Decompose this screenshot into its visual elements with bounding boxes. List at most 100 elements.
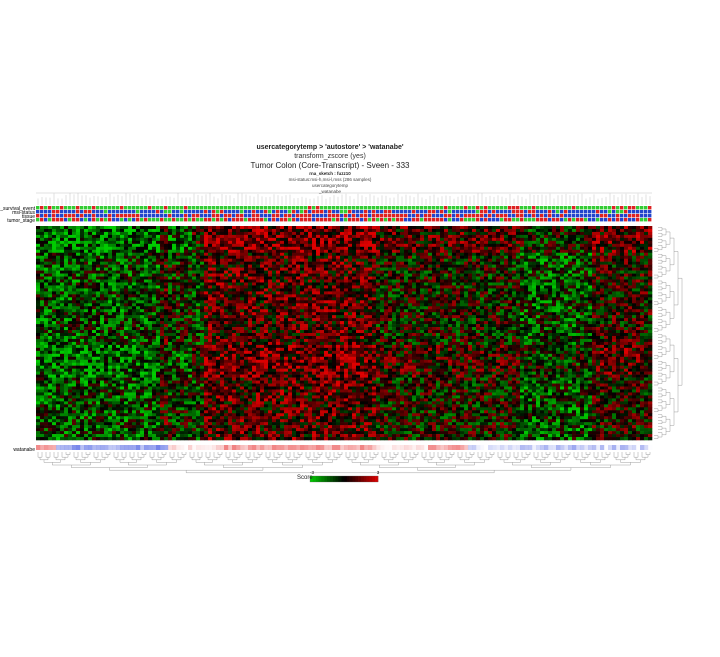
heatmap-cell [260, 276, 265, 280]
heatmap-cell [408, 276, 413, 280]
heatmap-cell [616, 303, 621, 307]
heatmap-cell [340, 231, 345, 236]
heatmap-cell [576, 300, 581, 304]
heatmap-cell [560, 300, 565, 304]
heatmap-cell [612, 237, 617, 242]
heatmap-cell [144, 252, 149, 257]
heatmap-cell [280, 243, 285, 248]
heatmap-cell [124, 297, 129, 301]
heatmap-cell [456, 300, 461, 304]
heatmap-cell [52, 294, 57, 298]
heatmap-cell [612, 282, 617, 286]
heatmap-cell [52, 303, 57, 307]
heatmap-cell [152, 249, 157, 254]
track-cell [612, 210, 616, 214]
heatmap-cell [136, 300, 141, 304]
heatmap-cell [636, 234, 641, 239]
heatmap-cell [452, 249, 457, 254]
heatmap-cell [324, 276, 329, 280]
heatmap-cell [520, 226, 525, 230]
heatmap-cell [388, 249, 393, 254]
heatmap-cell [172, 303, 177, 307]
heatmap-cell [352, 288, 357, 292]
heatmap-cell [176, 264, 181, 268]
track-cell [540, 206, 544, 210]
heatmap-cell [492, 270, 497, 274]
track-cell [144, 206, 148, 210]
heatmap-cell [248, 285, 253, 289]
heatmap-cell [80, 237, 85, 242]
heatmap-cell [244, 252, 249, 257]
heatmap-cell [624, 297, 629, 301]
heatmap-cell [628, 297, 633, 301]
heatmap-cell [504, 252, 509, 257]
heatmap-cell [268, 246, 273, 251]
heatmap-cell [544, 243, 549, 248]
heatmap-cell [484, 270, 489, 274]
heatmap-cell [264, 249, 269, 254]
heatmap-cell [600, 288, 605, 292]
title-block: usercategorytemp > 'autostore' > 'watana… [120, 143, 540, 195]
heatmap-cell [560, 294, 565, 298]
heatmap-cell [200, 270, 205, 274]
heatmap-cell [516, 267, 521, 271]
heatmap-cell [312, 240, 317, 245]
heatmap-cell [132, 264, 137, 268]
track-cell [476, 206, 480, 210]
heatmap-cell [320, 291, 325, 295]
track-cell [68, 214, 72, 218]
heatmap-cell [224, 249, 229, 254]
track-cell [624, 210, 628, 214]
heatmap-cell [284, 240, 289, 245]
track-cell [80, 210, 84, 214]
heatmap-cell [348, 291, 353, 295]
heatmap-cell [160, 297, 165, 301]
heatmap-cell [396, 282, 401, 286]
heatmap-cell [392, 300, 397, 304]
heatmap-cell [396, 297, 401, 301]
heatmap-cell [172, 226, 177, 230]
heatmap-cell [256, 249, 261, 254]
heatmap-cell [608, 258, 613, 262]
heatmap-cell [452, 294, 457, 298]
track-cell [320, 206, 324, 210]
heatmap-cell [580, 282, 585, 286]
heatmap-cell [376, 279, 381, 283]
heatmap-cell [164, 306, 169, 310]
heatmap-cell [432, 255, 437, 259]
heatmap-cell [100, 231, 105, 236]
heatmap-cell [552, 226, 557, 230]
heatmap-cell [560, 226, 565, 230]
heatmap-cell [152, 291, 157, 295]
heatmap-cell [640, 252, 645, 257]
heatmap-cell [292, 273, 297, 277]
heatmap-cell [504, 258, 509, 262]
heatmap-cell [144, 228, 149, 233]
heatmap-cell [628, 246, 633, 251]
heatmap-cell [224, 246, 229, 251]
heatmap-cell [104, 231, 109, 236]
heatmap-cell [300, 234, 305, 239]
heatmap-cell [624, 255, 629, 259]
heatmap-cell [628, 249, 633, 254]
heatmap-cell [228, 303, 233, 307]
heatmap-cell [580, 291, 585, 295]
heatmap-cell [152, 282, 157, 286]
heatmap-cell [548, 246, 553, 251]
heatmap-cell [104, 285, 109, 289]
heatmap-cell [580, 252, 585, 257]
heatmap-cell [560, 282, 565, 286]
heatmap-cell [216, 226, 221, 230]
heatmap-cell [236, 231, 241, 236]
heatmap-cell [160, 303, 165, 307]
track-cell [484, 210, 488, 214]
heatmap-cell [612, 228, 617, 233]
heatmap-cell [404, 228, 409, 233]
heatmap-cell [624, 258, 629, 262]
heatmap-cell [556, 300, 561, 304]
heatmap-cell [228, 264, 233, 268]
heatmap-cell [84, 303, 89, 307]
heatmap-cell [304, 291, 309, 295]
heatmap-cell [208, 226, 213, 230]
heatmap-cell [552, 303, 557, 307]
